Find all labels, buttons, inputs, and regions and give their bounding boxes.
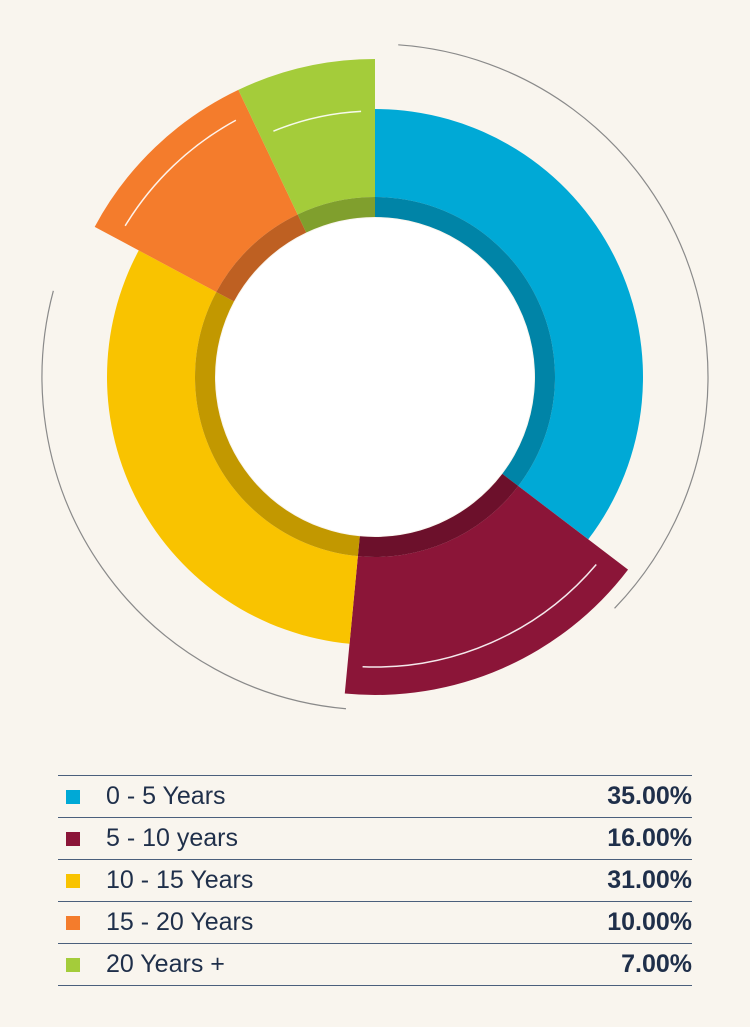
slice-10-15-years — [106, 250, 358, 644]
legend-row-10-15-years: 10 - 15 Years 31.00% — [58, 860, 692, 902]
slice-inner-shadow-5-10-years — [357, 473, 519, 557]
slice-inner-band-5-10-years — [357, 473, 519, 557]
legend-label-10-15-years: 10 - 15 Years — [106, 866, 254, 894]
slice-inner-shadow-15-20-years — [216, 214, 307, 302]
slice-inner-band-15-20-years — [216, 214, 307, 302]
legend-value-5-10-years: 16.00% — [607, 824, 692, 852]
legend-value-15-20-years: 10.00% — [607, 908, 692, 936]
slice-highlight-20-years-plus — [273, 110, 362, 132]
legend-label-15-20-years: 15 - 20 Years — [106, 908, 254, 936]
slice-20-years-plus — [238, 59, 375, 215]
legend-row-20-years-plus: 20 Years + 7.00% — [58, 944, 692, 986]
legend-row-0-5-years: 0 - 5 Years 35.00% — [58, 776, 692, 818]
legend-value-20-years-plus: 7.00% — [621, 950, 692, 978]
legend-swatch-10-15-years — [66, 873, 80, 888]
slice-inner-shadow-20-years-plus — [297, 197, 375, 233]
legend-row-5-10-years: 5 - 10 years 16.00% — [58, 818, 692, 860]
legend-swatch-15-20-years — [66, 915, 80, 930]
legend-label-0-5-years: 0 - 5 Years — [106, 782, 226, 810]
slice-inner-shadow-10-15-years — [194, 291, 360, 557]
slice-inner-shadow-0-5-years — [375, 197, 555, 487]
outer-guide-arc-right — [398, 44, 709, 609]
legend-label-5-10-years: 5 - 10 years — [106, 824, 239, 852]
legend-table: 0 - 5 Years 35.00% 5 - 10 years 16.00% 1… — [58, 775, 692, 986]
outer-guide-arc-left — [41, 290, 347, 710]
slice-inner-band-0-5-years — [375, 197, 555, 487]
legend-swatch-5-10-years — [66, 831, 80, 846]
slice-highlight-5-10-years — [362, 563, 597, 668]
slice-0-5-years — [375, 109, 643, 540]
donut-center — [216, 218, 534, 536]
slice-5-10-years — [344, 486, 629, 695]
legend-value-10-15-years: 31.00% — [607, 866, 692, 894]
legend-swatch-20-years-plus — [66, 957, 80, 972]
slice-inner-band-10-15-years — [194, 291, 360, 557]
legend-label-20-years-plus: 20 Years + — [106, 950, 225, 978]
legend-value-0-5-years: 35.00% — [607, 782, 692, 810]
slice-highlight-15-20-years — [124, 119, 237, 227]
slice-inner-band-20-years-plus — [297, 197, 375, 233]
legend-swatch-0-5-years — [66, 789, 80, 804]
legend-row-15-20-years: 15 - 20 Years 10.00% — [58, 902, 692, 944]
donut-chart — [41, 44, 709, 710]
slice-15-20-years — [94, 89, 298, 292]
